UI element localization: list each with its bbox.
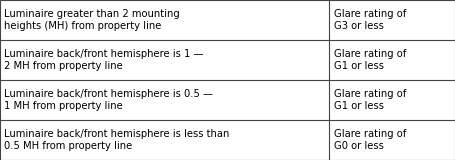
- Text: Luminaire back/front hemisphere is 0.5 —
1 MH from property line: Luminaire back/front hemisphere is 0.5 —…: [4, 89, 212, 111]
- Text: Luminaire back/front hemisphere is less than
0.5 MH from property line: Luminaire back/front hemisphere is less …: [4, 129, 229, 151]
- Text: Luminaire back/front hemisphere is 1 —
2 MH from property line: Luminaire back/front hemisphere is 1 — 2…: [4, 49, 203, 71]
- Text: Glare rating of
G1 or less: Glare rating of G1 or less: [334, 89, 406, 111]
- Text: Glare rating of
G3 or less: Glare rating of G3 or less: [334, 9, 406, 31]
- Text: Glare rating of
G1 or less: Glare rating of G1 or less: [334, 49, 406, 71]
- Text: Glare rating of
G0 or less: Glare rating of G0 or less: [334, 129, 406, 151]
- Text: Luminaire greater than 2 mounting
heights (MH) from property line: Luminaire greater than 2 mounting height…: [4, 9, 179, 31]
